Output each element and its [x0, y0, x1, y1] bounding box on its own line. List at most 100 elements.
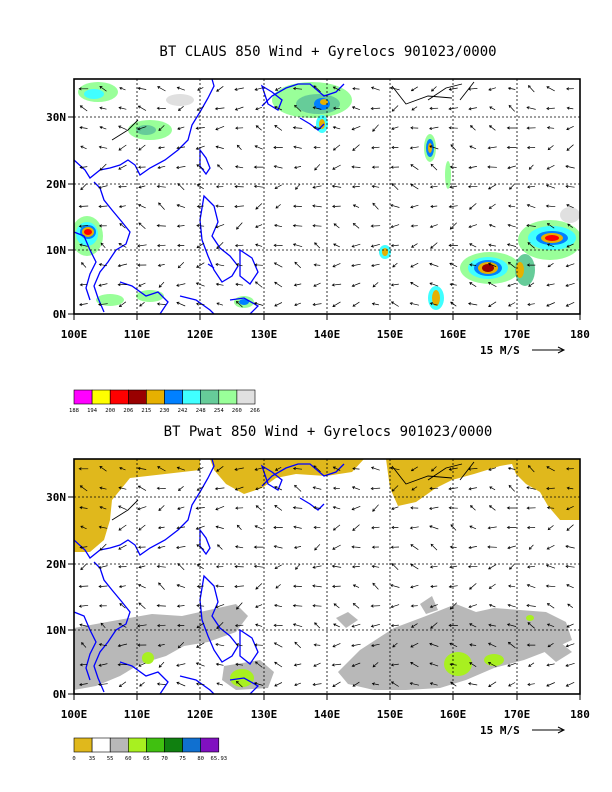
wind-vector: [157, 466, 166, 472]
wind-vector: [410, 204, 419, 209]
wind-vector: [565, 564, 575, 569]
wind-vector: [176, 681, 186, 687]
wind-vector: [546, 164, 555, 170]
wind-vector: [565, 681, 575, 687]
wind-vector: [390, 681, 399, 687]
wind-vector: [292, 623, 303, 628]
wind-vector: [79, 545, 88, 549]
wind-vector: [487, 662, 497, 668]
colorbar-swatch: [146, 737, 165, 753]
wind-vector: [545, 564, 556, 569]
wind-vector: [98, 643, 108, 647]
wind-vector: [137, 263, 147, 267]
wind-vector: [449, 222, 457, 230]
panel1-ytick-0: 0N: [53, 308, 66, 321]
wind-vector: [215, 505, 225, 511]
wind-vector: [410, 662, 419, 668]
wind-vector: [390, 86, 400, 91]
wind-vector: [137, 466, 147, 470]
wind-vector: [429, 145, 439, 150]
panel2-ytick-1: 10N: [46, 624, 66, 637]
wind-vector: [370, 224, 381, 228]
wind-vector: [351, 486, 361, 491]
wind-vector: [547, 263, 554, 268]
wind-vector: [370, 623, 380, 628]
wind-vector: [371, 545, 379, 549]
wind-vector: [78, 467, 89, 471]
wind-vector: [215, 282, 224, 286]
wind-vector: [117, 643, 128, 648]
wind-vector: [469, 282, 477, 287]
wind-vector: [508, 584, 516, 588]
wind-vector: [409, 682, 419, 686]
wind-vector: [371, 263, 380, 268]
wind-vector: [429, 185, 438, 189]
wind-vector: [352, 204, 360, 208]
wind-vector: [177, 562, 185, 571]
wind-vector: [255, 486, 263, 491]
wind-vector: [429, 126, 439, 131]
wind-vector: [234, 244, 244, 248]
wind-vector: [391, 126, 399, 130]
panel-pwat: BT Pwat 850 Wind + Gyrelocs 901023/0000: [46, 424, 590, 762]
wind-vector: [507, 165, 516, 170]
wind-vector: [546, 126, 555, 130]
wind-vector: [409, 302, 419, 306]
wind-vector: [469, 583, 477, 590]
wind-vector: [467, 185, 478, 189]
wind-vector: [469, 145, 477, 150]
wind-vector: [507, 86, 516, 91]
wind-vector: [332, 263, 341, 268]
colorbar-swatch: [164, 737, 183, 753]
wind-vector: [545, 204, 556, 208]
panel1-ytick-3: 30N: [46, 111, 66, 124]
panel-claus: BT CLAUS 850 Wind + Gyrelocs 901023/0000: [46, 44, 590, 414]
panel2-ytick-2: 20N: [46, 558, 66, 571]
wind-vector: [98, 663, 108, 667]
wind-vector: [177, 182, 185, 191]
wind-vector: [391, 485, 399, 492]
wind-vector: [469, 662, 477, 667]
wind-vector: [468, 224, 478, 229]
wind-vector: [176, 86, 185, 91]
wind-vector: [137, 485, 147, 491]
wind-vector: [370, 487, 381, 491]
wind-vector: [448, 506, 458, 510]
wind-vector: [215, 662, 224, 666]
wind-vector: [372, 582, 379, 590]
wind-vector: [448, 467, 458, 471]
panel2-colorbar: 0 35 55 60 65 70 75 80 65.93: [72, 737, 227, 762]
panel1-colorbar: 188 194 200 206 215 230 242 248 254 260 266: [69, 389, 260, 414]
wind-vector: [157, 545, 166, 550]
wind-vector: [429, 506, 439, 511]
wind-vector: [312, 682, 322, 687]
wind-vector: [138, 222, 146, 230]
wind-vector: [138, 524, 146, 531]
colorbar-label: 248: [196, 408, 206, 414]
wind-vector: [254, 467, 263, 471]
wind-vector: [313, 282, 321, 287]
wind-vector: [565, 282, 575, 287]
panel2-xtick-4: 140E: [314, 708, 341, 721]
wind-vector: [235, 680, 243, 688]
wind-vector: [293, 584, 302, 588]
wind-vector: [566, 584, 574, 589]
wind-vector: [235, 545, 244, 549]
wind-vector: [234, 584, 244, 589]
wind-vector: [215, 125, 225, 131]
wind-vector: [566, 486, 574, 490]
wind-vector: [431, 86, 437, 92]
wind-vector: [469, 525, 477, 530]
wind-vector: [372, 124, 379, 132]
wind-vector: [410, 506, 419, 510]
wind-vector: [390, 604, 400, 609]
wind-vector: [216, 86, 224, 92]
panel1-vector-scale: 15 M/S: [480, 344, 566, 357]
wind-vector: [196, 164, 205, 170]
wind-vector: [430, 584, 438, 589]
wind-vector: [351, 263, 361, 268]
wind-vector: [176, 204, 186, 208]
panel1-xtick-8: 180: [570, 328, 590, 341]
wind-vector: [196, 604, 205, 608]
wind-vector: [293, 204, 302, 208]
